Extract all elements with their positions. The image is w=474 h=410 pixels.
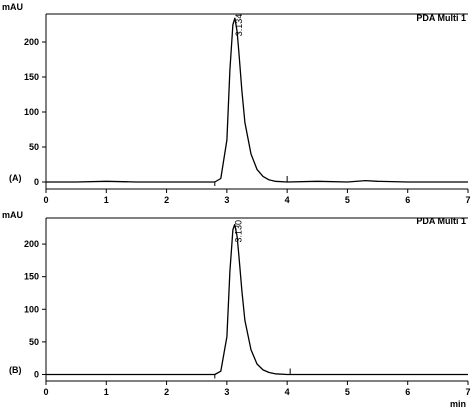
panel-a-y-tick-label: 100 bbox=[24, 107, 39, 117]
panel-b-letter: (B) bbox=[9, 365, 22, 375]
panel-b-detector-label: PDA Multi 1 bbox=[416, 216, 466, 226]
panel-b-x-tick-label: 3 bbox=[224, 387, 229, 397]
panel-b-y-tick-label: 100 bbox=[24, 304, 39, 314]
panel-a-detector-label: PDA Multi 1 bbox=[416, 13, 466, 23]
panel-b-x-tick-label: 4 bbox=[285, 387, 290, 397]
panel-a-peak-label: 3.134 bbox=[234, 14, 244, 37]
panel-b-chromatogram-trace bbox=[46, 223, 468, 376]
panel-a-x-tick-label: 1 bbox=[104, 195, 109, 205]
panel-b-x-tick-label: 2 bbox=[164, 387, 169, 397]
panel-b-y-tick-label: 150 bbox=[24, 272, 39, 282]
panel-a-x-tick-label: 4 bbox=[285, 195, 290, 205]
panel-b-y-tick-label: 0 bbox=[34, 369, 39, 379]
panel-b-x-tick-label: 1 bbox=[104, 387, 109, 397]
panel-b-y-tick-label: 200 bbox=[24, 239, 39, 249]
panel-b: mAU PDA Multi 1 (B) 0 50 100 150 200 0 1… bbox=[2, 210, 471, 409]
panel-b-x-tick-label: 7 bbox=[465, 387, 470, 397]
panel-b-y-tick-label: 50 bbox=[29, 337, 39, 347]
panel-b-x-tick-label: 0 bbox=[43, 387, 48, 397]
panel-a-y-unit: mAU bbox=[2, 2, 23, 12]
panel-b-peak-label: 3.130 bbox=[234, 220, 244, 243]
panel-a-x-tick-label: 5 bbox=[345, 195, 350, 205]
panel-a-chromatogram-trace bbox=[46, 17, 468, 183]
panel-a-ticks bbox=[42, 41, 469, 193]
panel-b-x-tick-label: 5 bbox=[345, 387, 350, 397]
panel-a-x-tick-label: 6 bbox=[405, 195, 410, 205]
panel-a-x-tick-label: 0 bbox=[43, 195, 48, 205]
panel-a-y-tick-label: 200 bbox=[24, 37, 39, 47]
panel-a-y-tick-label: 50 bbox=[29, 142, 39, 152]
panel-b-x-tick-label: 6 bbox=[405, 387, 410, 397]
panel-a-y-tick-label: 0 bbox=[34, 177, 39, 187]
panel-b-y-unit: mAU bbox=[2, 210, 23, 220]
panel-a-x-tick-label: 7 bbox=[465, 195, 470, 205]
panel-a: mAU PDA Multi 1 (A) 0 50 100 150 200 0 1… bbox=[2, 2, 471, 205]
panel-a-x-tick-label: 2 bbox=[164, 195, 169, 205]
panel-a-x-tick-label: 3 bbox=[224, 195, 229, 205]
panel-b-ticks bbox=[42, 243, 469, 385]
x-axis-unit: min bbox=[450, 399, 466, 409]
panel-a-letter: (A) bbox=[9, 173, 22, 183]
panel-a-y-tick-label: 150 bbox=[24, 72, 39, 82]
